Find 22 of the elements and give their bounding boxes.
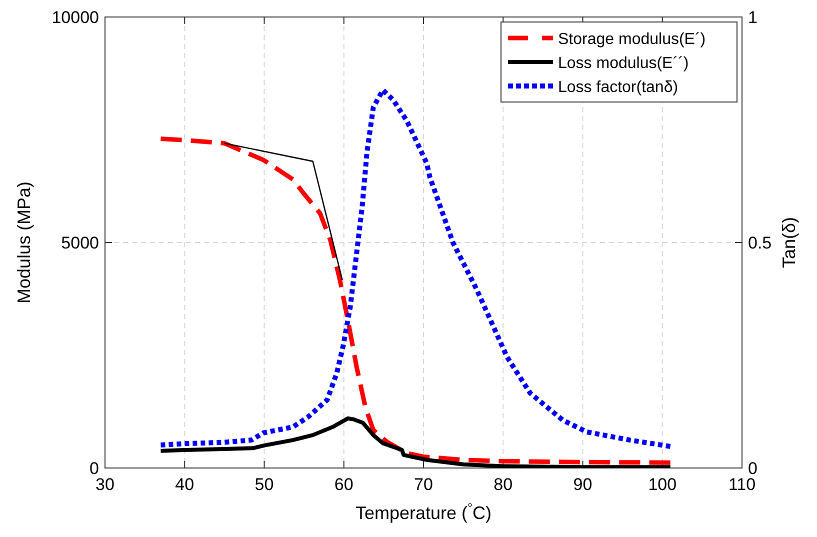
y2-tick-label: 1	[748, 8, 758, 27]
y-tick-label: 5000	[61, 234, 99, 252]
x-tick-label: 50	[254, 475, 274, 494]
x-axis-title: Temperature ($^{°}$C)	[355, 501, 492, 523]
x-tick-label: 60	[334, 475, 354, 494]
x-tick-label: 80	[494, 475, 513, 494]
y2-tick-label: 0.5	[748, 234, 772, 252]
y-axis-title: Modulus (MPa)	[14, 181, 34, 304]
legend-label: Loss modulus(E´´)	[558, 55, 689, 72]
x-tick-label: 30	[96, 475, 114, 494]
x-tick-label: 110	[728, 475, 756, 494]
x-tick-label: 40	[175, 475, 194, 494]
x-tick-label: 90	[573, 475, 592, 494]
legend-label: Loss factor(tanδ)	[558, 79, 678, 96]
y2-tick-label: 0	[748, 459, 758, 478]
line-series	[158, 416, 672, 468]
x-tick-label: 100	[648, 475, 677, 494]
y2-axis-title: Tan(δ)	[779, 216, 799, 268]
x-tick-label: 70	[414, 475, 433, 494]
y-tick-label: 10000	[52, 8, 99, 27]
legend-label: Storage modulus(E´)	[558, 31, 706, 48]
y-tick-label: 0	[90, 459, 99, 478]
